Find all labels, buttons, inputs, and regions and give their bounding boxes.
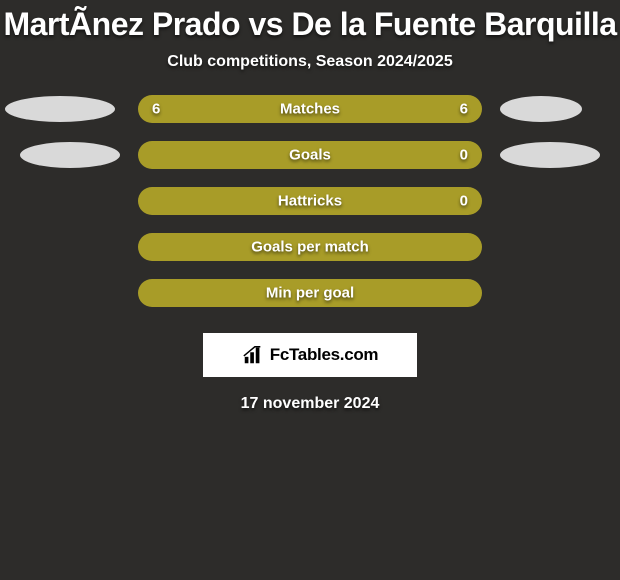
bar-track: Min per goal bbox=[138, 279, 482, 307]
infographic-canvas: MartÃ­nez Prado vs De la Fuente Barquill… bbox=[0, 0, 620, 580]
right-value: 6 bbox=[460, 101, 468, 118]
left-player-ellipse bbox=[5, 96, 115, 122]
bar-right-fill bbox=[310, 141, 482, 169]
bar-track: 66Matches bbox=[138, 95, 482, 123]
right-player-ellipse bbox=[500, 142, 600, 168]
brand-text: FcTables.com bbox=[270, 345, 379, 365]
bar-left-fill bbox=[138, 95, 310, 123]
left-value: 6 bbox=[152, 101, 160, 118]
comparison-row: 66Matches bbox=[0, 95, 620, 123]
bar-left-fill bbox=[138, 141, 310, 169]
comparison-row: Min per goal bbox=[0, 279, 620, 307]
bar-left-fill bbox=[138, 279, 310, 307]
comparison-row: 0Goals bbox=[0, 141, 620, 169]
bar-track: 0Hattricks bbox=[138, 187, 482, 215]
bar-track: 0Goals bbox=[138, 141, 482, 169]
bar-track: Goals per match bbox=[138, 233, 482, 261]
bar-left-fill bbox=[138, 187, 310, 215]
brand-badge: FcTables.com bbox=[203, 333, 417, 377]
right-value: 0 bbox=[460, 147, 468, 164]
left-player-ellipse bbox=[20, 142, 120, 168]
date-label: 17 november 2024 bbox=[0, 395, 620, 413]
page-title: MartÃ­nez Prado vs De la Fuente Barquill… bbox=[0, 6, 620, 43]
comparison-row: Goals per match bbox=[0, 233, 620, 261]
bar-right-fill bbox=[310, 95, 482, 123]
comparison-row: 0Hattricks bbox=[0, 187, 620, 215]
bar-chart-icon bbox=[242, 344, 264, 366]
page-subtitle: Club competitions, Season 2024/2025 bbox=[0, 53, 620, 71]
right-player-ellipse bbox=[500, 96, 582, 122]
comparison-rows: 66Matches0Goals0HattricksGoals per match… bbox=[0, 95, 620, 307]
bar-left-fill bbox=[138, 233, 310, 261]
right-value: 0 bbox=[460, 193, 468, 210]
bar-right-fill bbox=[310, 233, 482, 261]
bar-right-fill bbox=[310, 187, 482, 215]
bar-right-fill bbox=[310, 279, 482, 307]
